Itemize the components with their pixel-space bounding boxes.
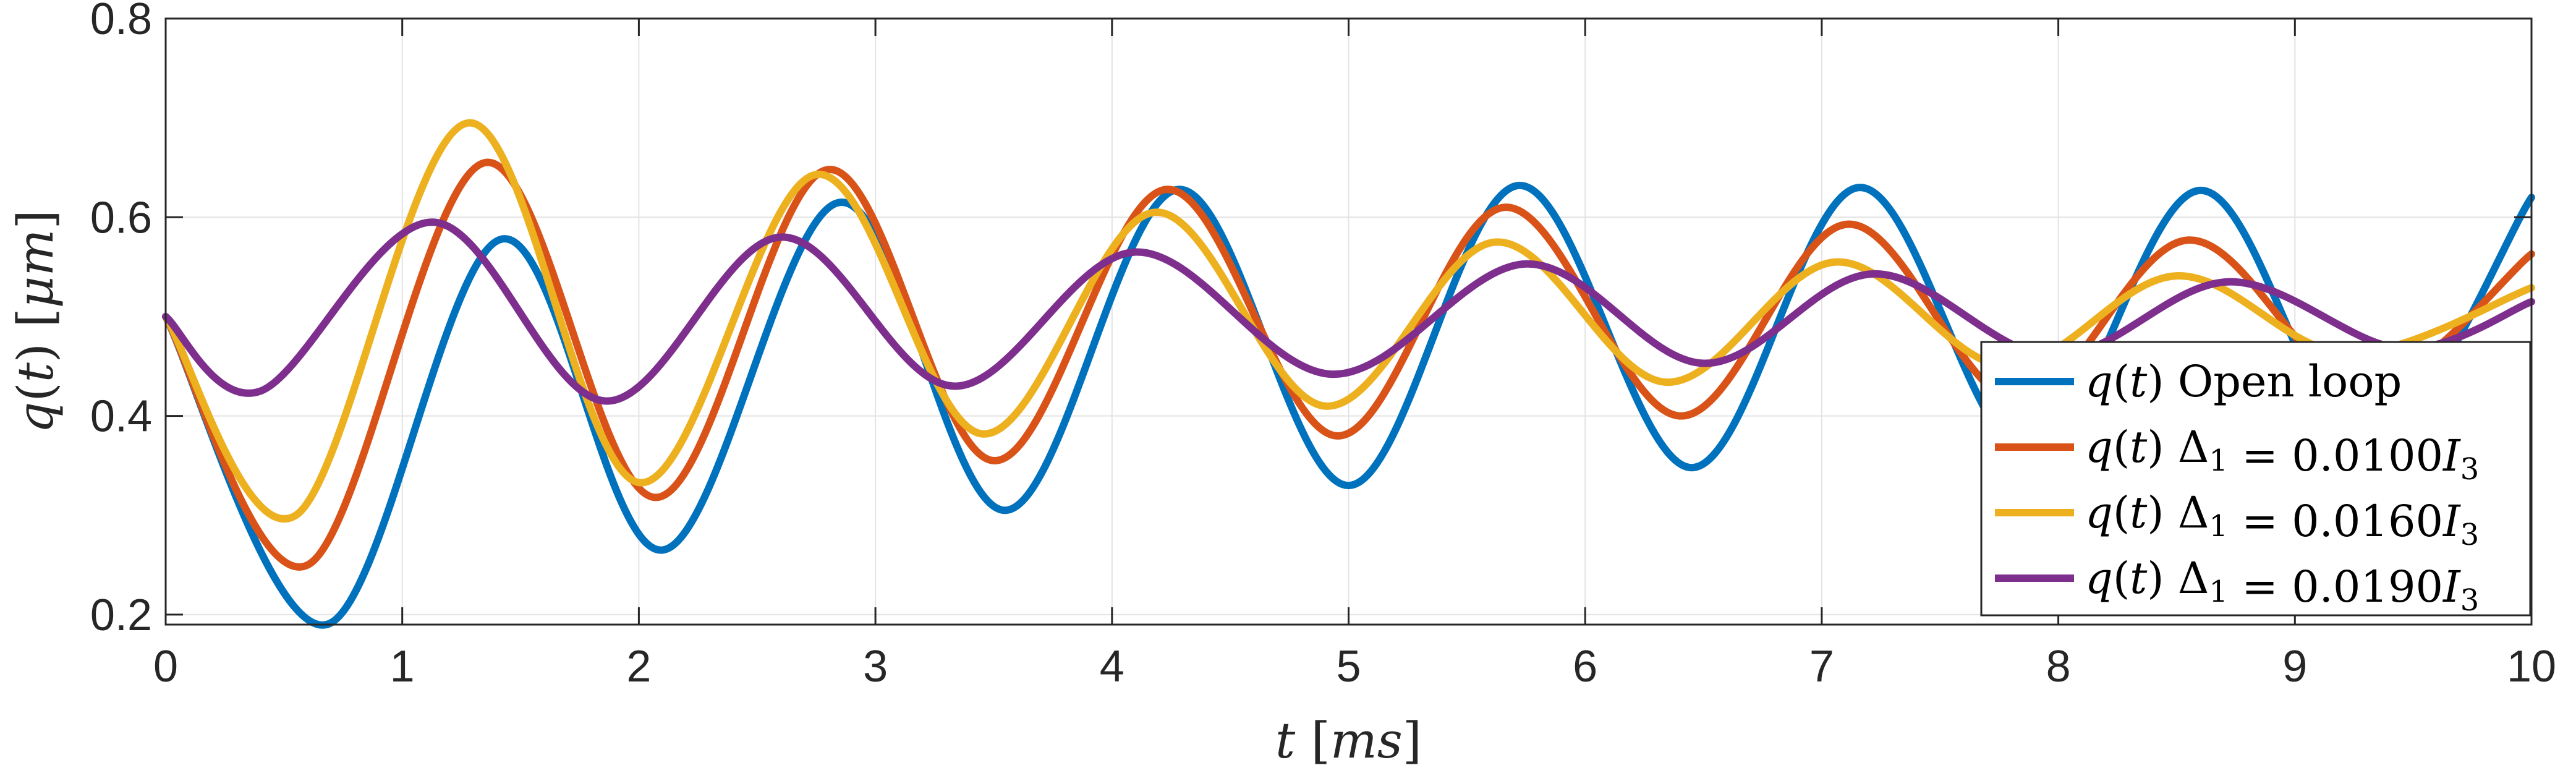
x-tick-label: 3 <box>863 642 888 691</box>
axis-ticks: 0 1 2 3 4 5 6 7 8 9 10 0.2 0.4 0.6 0.8 <box>90 0 2556 691</box>
legend-item-2: q(t) Δ1 = 0.0100I3 <box>1995 422 2479 487</box>
x-axis-label: t [ms] <box>1275 712 1422 769</box>
legend-label-2: q(t) Δ1 = 0.0100I3 <box>2085 422 2479 487</box>
x-tick-label: 5 <box>1336 642 1361 691</box>
x-tick-label: 0 <box>153 642 178 691</box>
x-tick-label: 7 <box>1809 642 1834 691</box>
y-tick-label: 0.6 <box>90 193 152 242</box>
x-tick-label: 4 <box>1100 642 1124 691</box>
y-tick-label: 0.2 <box>90 591 152 640</box>
y-tick-label: 0.8 <box>90 0 152 44</box>
y-tick-label: 0.4 <box>90 392 152 442</box>
x-tick-label: 10 <box>2507 642 2556 691</box>
legend-item-3: q(t) Δ1 = 0.0160I3 <box>1995 487 2479 552</box>
series-line-4 <box>162 218 2535 405</box>
legend-label-4: q(t) Δ1 = 0.0190I3 <box>2085 553 2479 618</box>
x-tick-label: 1 <box>390 642 415 691</box>
x-tick-label: 8 <box>2046 642 2071 691</box>
legend-box <box>1980 341 2531 617</box>
x-tick-label: 6 <box>1573 642 1597 691</box>
legend-label-1: q(t) Open loop <box>2085 356 2402 407</box>
series-line-1 <box>162 181 2535 629</box>
legend-item-4: q(t) Δ1 = 0.0190I3 <box>1995 553 2479 618</box>
legend-label-3: q(t) Δ1 = 0.0160I3 <box>2085 487 2479 552</box>
x-tick-label: 9 <box>2282 642 2307 691</box>
y-axis-label: q(t) [μm] <box>7 210 64 433</box>
x-tick-label: 2 <box>626 642 651 691</box>
legend-item-1: q(t) Open loop <box>1995 356 2402 407</box>
